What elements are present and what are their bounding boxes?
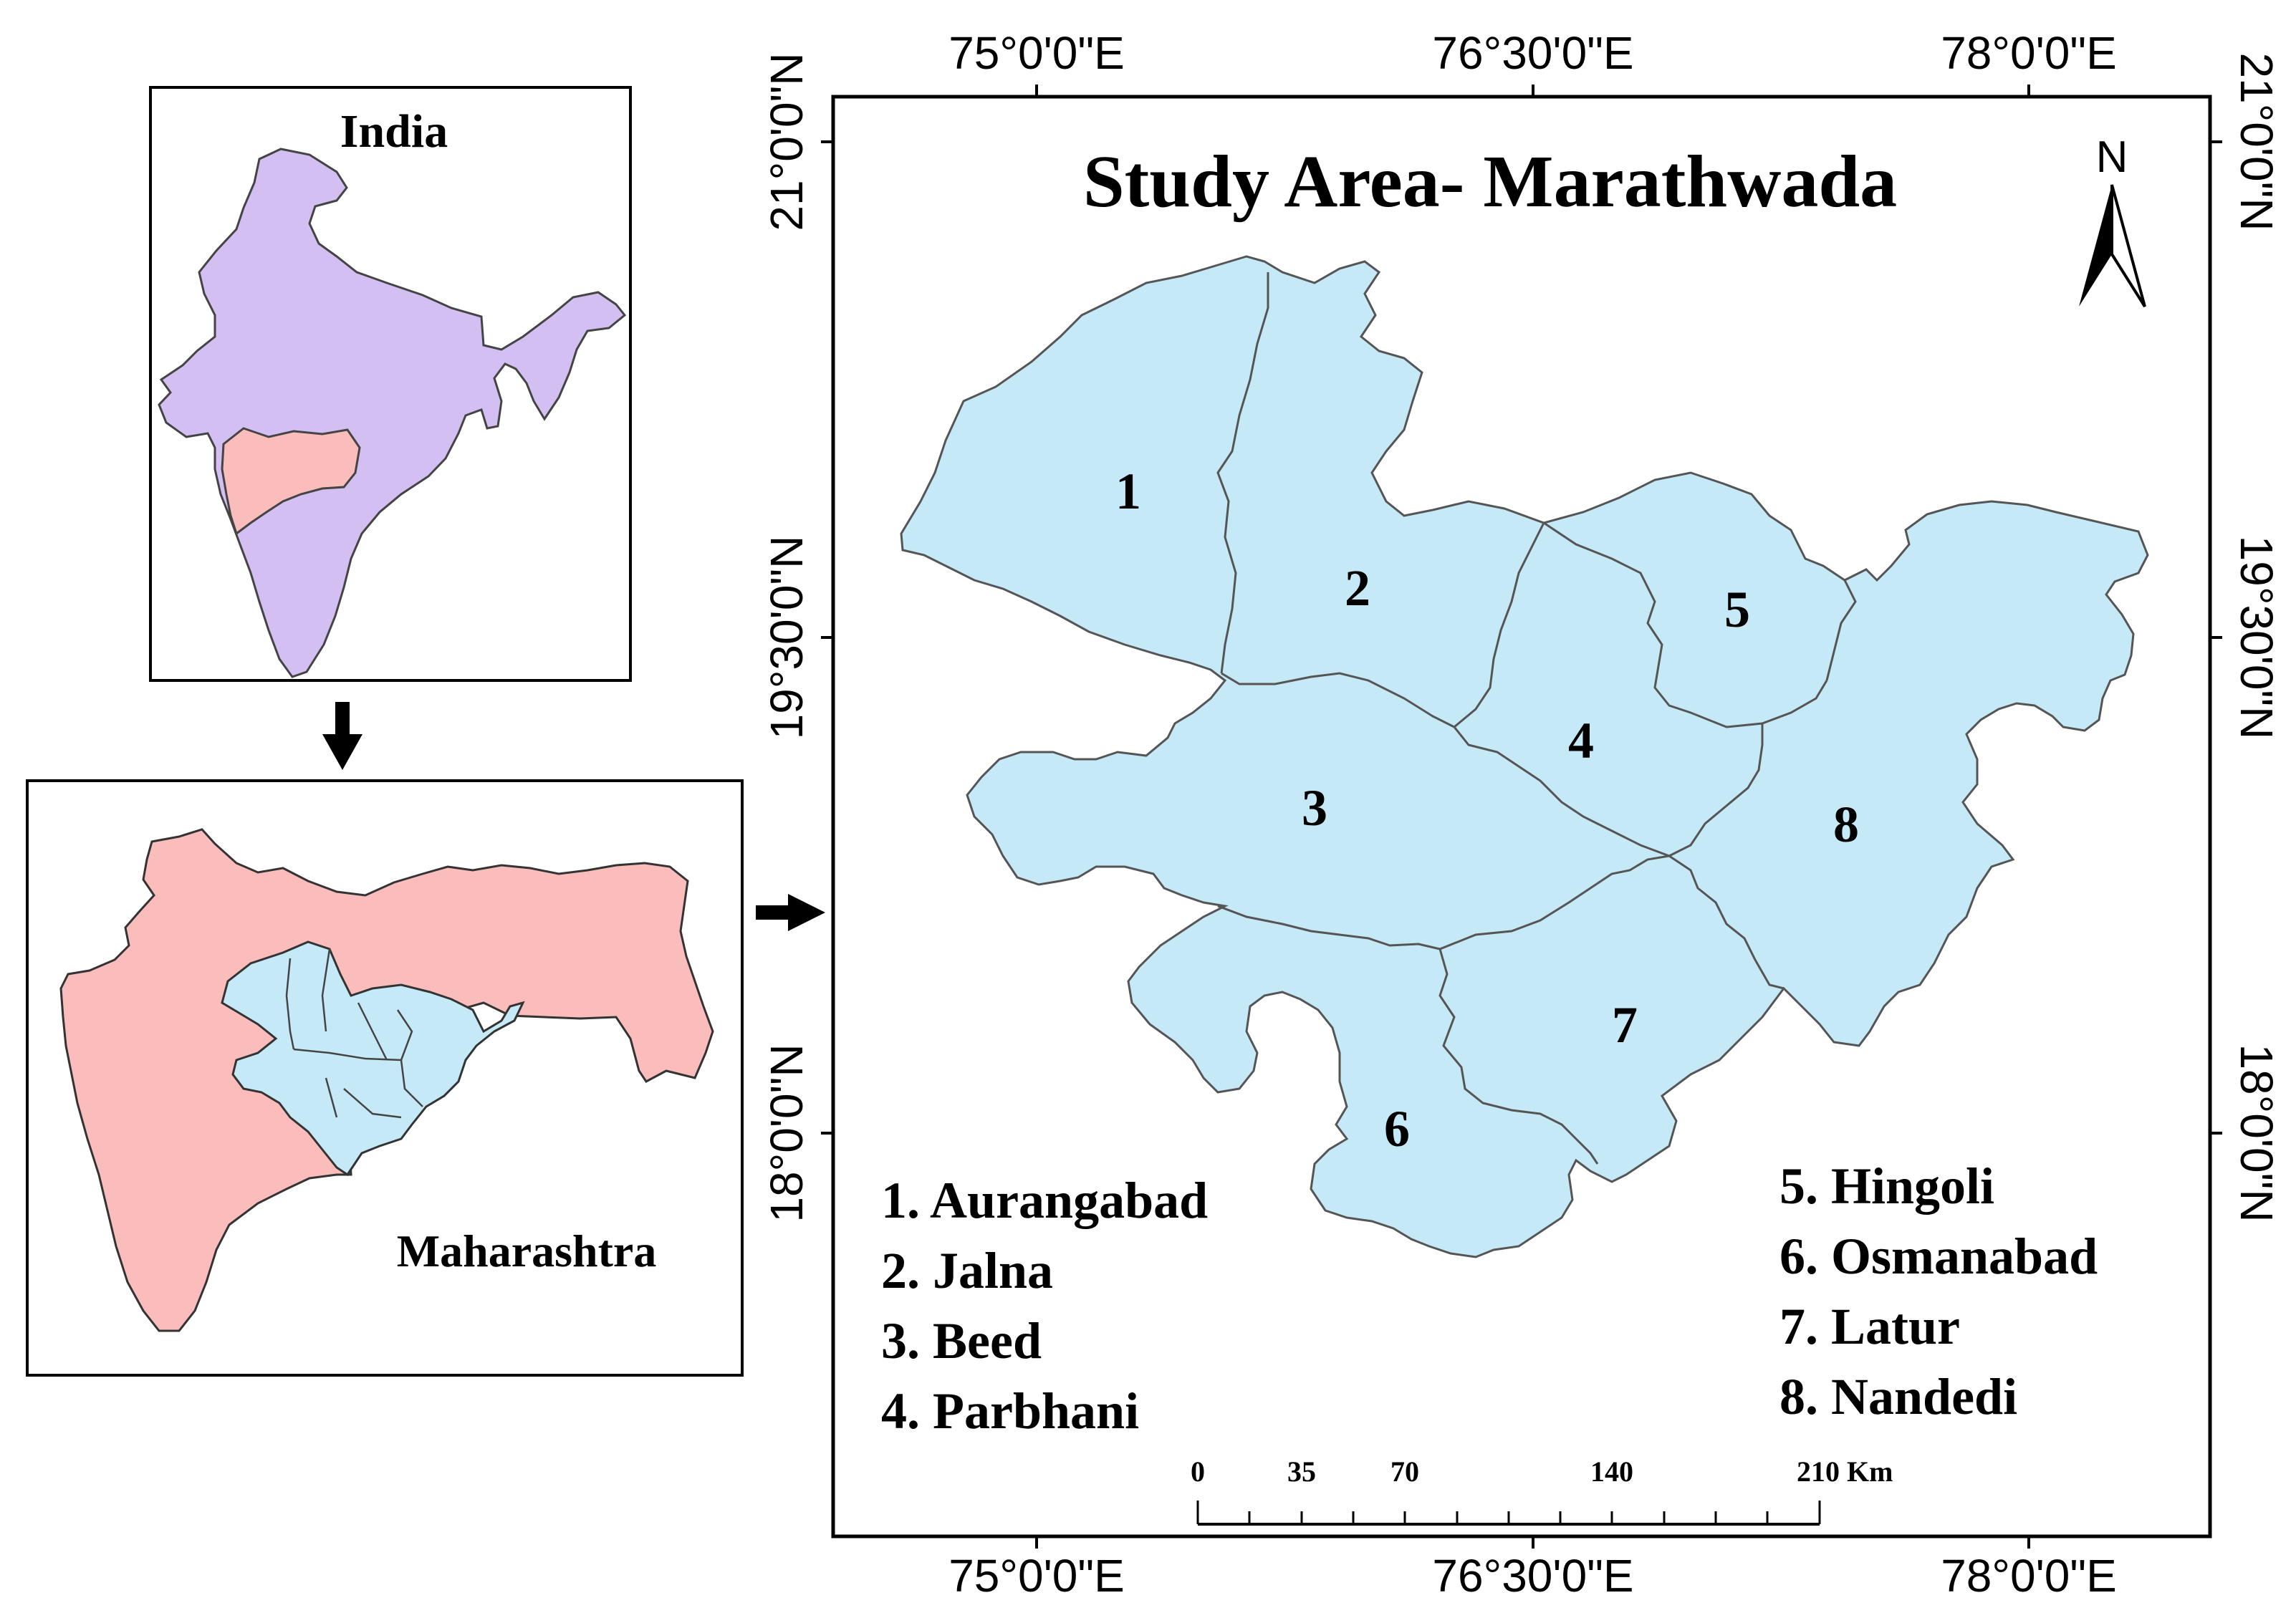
district-number-5: 5 bbox=[1724, 581, 1750, 638]
district-number-6: 6 bbox=[1384, 1100, 1410, 1157]
right-lat-label-2: 19°30'0"N bbox=[2231, 536, 2282, 740]
india-label: India bbox=[340, 105, 448, 158]
legend-item-3: 3. Beed bbox=[881, 1312, 1042, 1369]
left-lat-label-3: 18°0'0"N bbox=[761, 1044, 812, 1222]
main-map: 75°0'0"E 76°30'0"E 78°0'0"E 75°0'0"E 76°… bbox=[761, 27, 2282, 1602]
top-lon-label-2: 76°30'0"E bbox=[1432, 27, 1633, 79]
legend-item-6: 6. Osmanabad bbox=[1779, 1228, 2098, 1285]
left-lat-label-2: 19°30'0"N bbox=[761, 536, 812, 740]
legend-item-4: 4. Parbhani bbox=[881, 1382, 1139, 1440]
legend-left: 1. Aurangabad 2. Jalna 3. Beed 4. Parbha… bbox=[881, 1172, 1208, 1440]
left-lat-label-1: 21°0'0"N bbox=[761, 52, 812, 231]
district-number-7: 7 bbox=[1612, 996, 1638, 1054]
legend-item-1: 1. Aurangabad bbox=[881, 1172, 1208, 1229]
india-outline bbox=[158, 148, 627, 678]
legend-item-7: 7. Latur bbox=[1779, 1298, 1960, 1355]
right-lat-label-1: 21°0'0"N bbox=[2231, 52, 2282, 231]
north-label: N bbox=[2096, 133, 2128, 182]
arrow-down-icon bbox=[322, 702, 362, 770]
legend-item-5: 5. Hingoli bbox=[1779, 1157, 1994, 1215]
maharashtra-district-lines bbox=[285, 948, 423, 1119]
district-boundaries bbox=[1216, 272, 1857, 1165]
map-title: Study Area- Marathwada bbox=[1083, 140, 1897, 223]
scale-tick-35: 35 bbox=[1287, 1455, 1316, 1488]
arrow-right-icon bbox=[756, 894, 825, 931]
scale-bar: 0 35 70 140 210 Km bbox=[1191, 1455, 1893, 1526]
district-number-2: 2 bbox=[1345, 559, 1370, 617]
district-number-3: 3 bbox=[1302, 779, 1327, 837]
scale-tick-0: 0 bbox=[1191, 1455, 1205, 1488]
legend-item-8: 8. Nandedi bbox=[1779, 1368, 2017, 1425]
bottom-lon-label-2: 76°30'0"E bbox=[1432, 1550, 1633, 1602]
scale-tick-140: 140 bbox=[1590, 1455, 1633, 1488]
top-lon-label-1: 75°0'0"E bbox=[948, 27, 1125, 79]
top-lon-label-3: 78°0'0"E bbox=[1941, 27, 2117, 79]
scale-tick-70: 70 bbox=[1390, 1455, 1419, 1488]
district-number-8: 8 bbox=[1833, 796, 1859, 853]
district-number-1: 1 bbox=[1115, 463, 1141, 520]
graticule-ticks bbox=[821, 85, 2222, 1549]
north-arrow-icon: N bbox=[2079, 133, 2146, 308]
bottom-lon-label-1: 75°0'0"E bbox=[948, 1550, 1125, 1602]
india-maharashtra-highlight bbox=[221, 427, 361, 536]
bottom-lon-label-3: 78°0'0"E bbox=[1941, 1550, 2117, 1602]
maharashtra-inset: Maharashtra bbox=[26, 779, 744, 1377]
maharashtra-label: Maharashtra bbox=[397, 1226, 657, 1276]
legend-item-2: 2. Jalna bbox=[881, 1242, 1053, 1299]
legend-right: 5. Hingoli 6. Osmanabad 7. Latur 8. Nand… bbox=[1779, 1157, 2098, 1425]
india-inset: India bbox=[149, 86, 632, 682]
district-number-4: 4 bbox=[1568, 712, 1594, 769]
scale-tick-210: 210 Km bbox=[1797, 1455, 1893, 1488]
right-lat-label-3: 18°0'0"N bbox=[2231, 1044, 2282, 1222]
